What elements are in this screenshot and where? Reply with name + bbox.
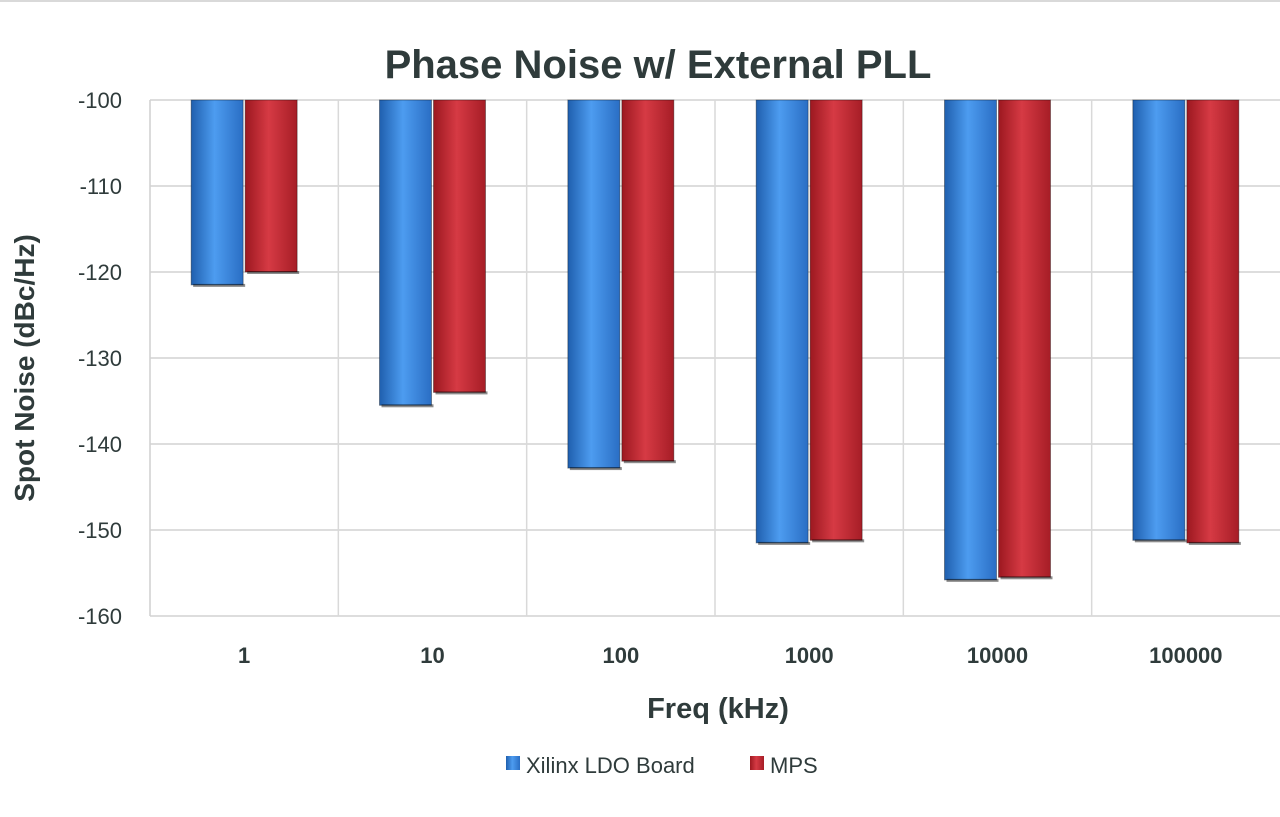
bar-shadow	[1134, 539, 1187, 543]
bar-shadow	[812, 539, 865, 543]
legend: Xilinx LDO Board MPS	[506, 753, 818, 778]
y-tick-label: -110	[80, 174, 122, 199]
legend-swatch-mps	[750, 756, 764, 770]
bar-xilinx-100	[567, 99, 621, 469]
x-tick-label: 10000	[967, 643, 1028, 668]
bar-shadow	[946, 578, 999, 582]
bar-shadow	[435, 391, 488, 395]
bar-xilinx-100000	[1132, 99, 1186, 541]
x-tick-label: 100000	[1149, 643, 1222, 668]
bar-shadow	[623, 460, 676, 464]
bar-shadow	[193, 283, 246, 287]
bar-xilinx-10	[379, 99, 432, 406]
x-tick-label: 1000	[785, 643, 834, 668]
chart-title: Phase Noise w/ External PLL	[385, 43, 932, 87]
x-tick-label: 10	[420, 643, 444, 668]
bar-mps-10000	[998, 99, 1051, 578]
legend-swatch-xilinx	[506, 756, 520, 770]
bar-mps-10	[433, 99, 486, 393]
bar-shadow	[247, 271, 300, 274]
bar-shadow	[569, 467, 622, 471]
bar-mps-100	[621, 99, 675, 462]
bar-shadow	[1000, 576, 1053, 580]
y-tick-label: -120	[78, 260, 122, 285]
y-tick-label: -160	[78, 604, 122, 629]
y-tick-label: -150	[78, 518, 122, 543]
x-tick-label: 1	[238, 643, 250, 668]
bar-shadow	[1188, 541, 1241, 545]
bar-mps-100000	[1186, 99, 1240, 544]
y-axis-label: Spot Noise (dBc/Hz)	[9, 234, 40, 502]
bar-xilinx-10000	[944, 99, 997, 581]
bar-mps-1000	[809, 99, 863, 541]
x-tick-label: 100	[602, 643, 639, 668]
bar-mps-1	[244, 99, 298, 273]
bar-xilinx-1000	[755, 99, 809, 544]
y-tick-label: -130	[78, 346, 122, 371]
y-tick-label: -140	[78, 432, 122, 457]
top-divider	[0, 0, 1280, 2]
legend-label-xilinx: Xilinx LDO Board	[526, 753, 695, 778]
bar-xilinx-1	[190, 99, 244, 286]
y-tick-label: -100	[78, 88, 122, 113]
bar-shadow	[758, 541, 811, 545]
legend-label-mps: MPS	[770, 753, 818, 778]
bar-shadow	[381, 404, 434, 408]
x-axis-label: Freq (kHz)	[647, 693, 789, 725]
